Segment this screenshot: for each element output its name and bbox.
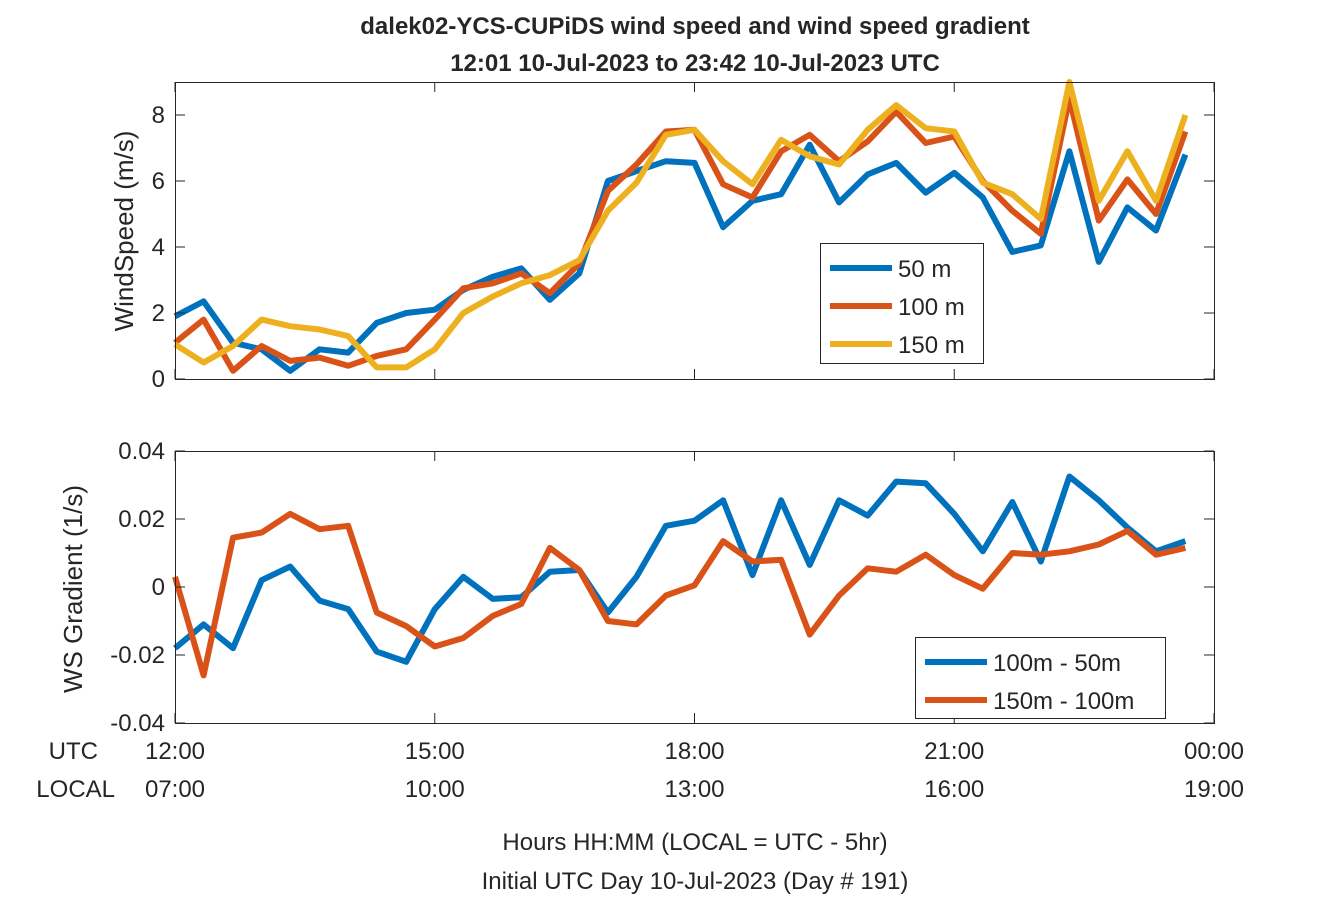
local-tick-label: 19:00 (1184, 776, 1244, 803)
windspeed-axes: 0 2 4 6 8 WindSpeed (m/s) 50 m 100 m 150 m (109, 79, 1215, 393)
windspeed-legend: 50 m 100 m 150 m (820, 243, 984, 364)
windspeed-legend-label-3: 150 m (898, 332, 965, 359)
windspeed-legend-label-2: 100 m (898, 294, 965, 321)
gradient-y-axis-label: WS Gradient (1/s) (58, 485, 88, 693)
windspeed-ytick-label: 0 (152, 366, 165, 393)
utc-row-label: UTC (49, 738, 98, 765)
local-tick-label: 13:00 (664, 776, 724, 803)
gradient-ytick-label: 0.04 (118, 438, 165, 465)
utc-tick-label: 18:00 (664, 738, 724, 765)
windspeed-ytick-label: 2 (152, 300, 165, 327)
x-axis-label-line2: Initial UTC Day 10-Jul-2023 (Day # 191) (482, 868, 909, 895)
gradient-series-layer (172, 473, 1187, 679)
utc-tick-label: 00:00 (1184, 738, 1244, 765)
windspeed-ytick-label: 8 (152, 102, 165, 129)
gradient-legend-label-1: 100m - 50m (993, 650, 1121, 677)
windspeed-ytick-label: 4 (152, 234, 165, 261)
gradient-series-line-1 (173, 473, 1187, 665)
local-tick-label: 10:00 (405, 776, 465, 803)
windspeed-ticks-layer: 0 2 4 6 8 (152, 82, 1215, 393)
utc-tick-label: 15:00 (405, 738, 465, 765)
windspeed-y-axis-label: WindSpeed (m/s) (109, 131, 139, 332)
gradient-legend-box (915, 637, 1166, 719)
local-row-label: LOCAL (36, 776, 115, 803)
local-tick-labels: 07:00 10:00 13:00 16:00 19:00 (145, 776, 1244, 803)
gradient-ytick-label: 0.02 (118, 506, 165, 533)
gradient-ytick-label: -0.02 (110, 642, 165, 669)
windspeed-series-layer (173, 79, 1189, 374)
figure-title-line1: dalek02-YCS-CUPiDS wind speed and wind s… (360, 13, 1029, 40)
utc-tick-labels: 12:00 15:00 18:00 21:00 00:00 (145, 738, 1244, 765)
gradient-ticks-layer: -0.04 -0.02 0 0.02 0.04 (110, 438, 1215, 737)
local-tick-label: 07:00 (145, 776, 205, 803)
windspeed-ytick-label: 6 (152, 168, 165, 195)
gradient-ytick-label: -0.04 (110, 710, 165, 737)
gradient-series-line-2 (172, 510, 1187, 679)
windspeed-series-line-3 (173, 79, 1189, 371)
windspeed-series-line-1 (173, 141, 1189, 374)
gradient-legend: 100m - 50m 150m - 100m (915, 637, 1166, 719)
figure-title-line2: 12:01 10-Jul-2023 to 23:42 10-Jul-2023 U… (450, 50, 940, 77)
gradient-legend-label-2: 150m - 100m (993, 688, 1134, 715)
x-axis-label-line1: Hours HH:MM (LOCAL = UTC - 5hr) (502, 829, 887, 856)
utc-tick-label: 21:00 (924, 738, 984, 765)
local-tick-label: 16:00 (924, 776, 984, 803)
gradient-axes: -0.04 -0.02 0 0.02 0.04 WS Gradient (1/s) 10… (58, 438, 1215, 737)
windspeed-legend-label-1: 50 m (898, 256, 951, 283)
utc-tick-label: 12:00 (145, 738, 205, 765)
gradient-ytick-label: 0 (152, 574, 165, 601)
